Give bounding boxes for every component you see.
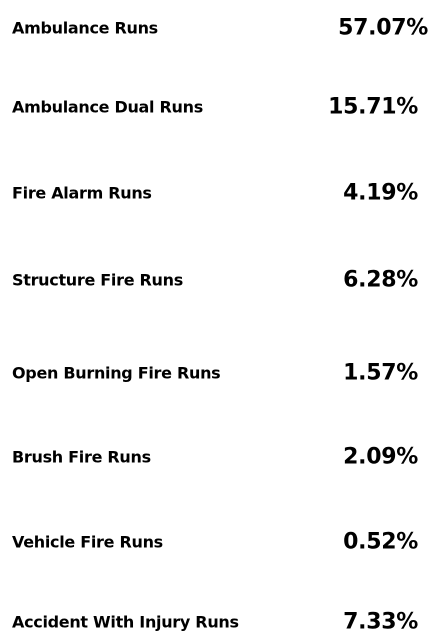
stat-row: Vehicle Fire Runs 0.52% [0,527,432,557]
stat-value: 4.19% [343,180,418,206]
stat-label: Ambulance Dual Runs [12,97,203,117]
stat-label: Vehicle Fire Runs [12,532,163,552]
stat-row: Ambulance Dual Runs 15.71% [0,92,432,122]
stat-label: Fire Alarm Runs [12,183,152,203]
stat-value: 15.71% [328,94,418,120]
stat-value: 2.09% [343,444,418,470]
stat-value: 1.57% [343,360,418,386]
stat-label: Open Burning Fire Runs [12,363,221,383]
stat-row: Accident With Injury Runs 7.33% [0,607,432,637]
stat-label: Brush Fire Runs [12,447,151,467]
stat-value: 7.33% [343,609,418,635]
stat-label: Accident With Injury Runs [12,612,239,632]
stat-row: Brush Fire Runs 2.09% [0,442,432,472]
stat-row: Open Burning Fire Runs 1.57% [0,358,432,388]
stat-label: Structure Fire Runs [12,270,183,290]
stat-row: Structure Fire Runs 6.28% [0,265,432,295]
stat-row: Ambulance Runs 57.07% [0,13,432,43]
stat-row: Fire Alarm Runs 4.19% [0,178,432,208]
stat-value: 6.28% [343,267,418,293]
stat-value: 57.07% [338,15,428,41]
stat-value: 0.52% [343,529,418,555]
stat-label: Ambulance Runs [12,18,158,38]
